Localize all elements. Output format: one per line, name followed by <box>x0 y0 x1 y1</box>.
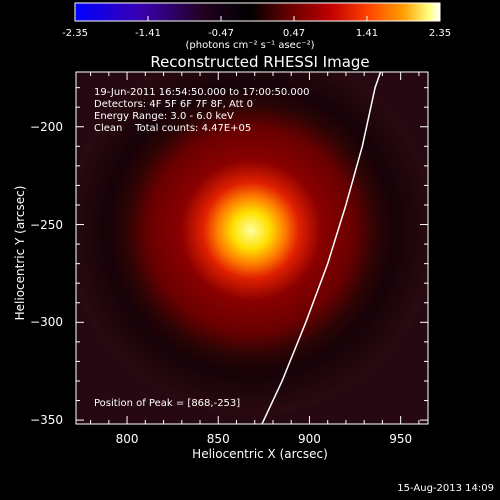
info-line: 19-Jun-2011 16:54:50.000 to 17:00:50.000 <box>94 87 310 98</box>
info-line: Energy Range: 3.0 - 6.0 keV <box>94 111 234 122</box>
solar-limb-curve <box>261 72 382 424</box>
colorbar-tick-label: -1.41 <box>135 28 161 39</box>
footer-date: 15-Aug-2013 14:09 <box>397 483 494 494</box>
info-line: Clean Total counts: 4.47E+05 <box>94 123 252 134</box>
x-axis-label: Heliocentric X (arcsec) <box>192 447 328 461</box>
y-tick-label: −250 <box>30 217 63 232</box>
colorbar-tick-label: 1.41 <box>355 28 379 39</box>
peak-position-text: Position of Peak = [868,-253] <box>94 398 241 409</box>
colorbar-tick-label: 0.47 <box>282 28 306 39</box>
plot-frame <box>75 71 429 425</box>
x-tick-label: 900 <box>297 432 321 446</box>
x-tick-label: 800 <box>115 432 139 446</box>
flare-source <box>76 72 428 416</box>
x-tick-label: 950 <box>389 432 413 446</box>
info-line: Detectors: 4F 5F 6F 7F 8F, Att 0 <box>94 99 254 110</box>
y-tick-label: −200 <box>30 119 63 134</box>
colorbar <box>74 2 441 22</box>
colorbar-tick-label: 2.35 <box>428 28 452 39</box>
y-axis-label: Heliocentric Y (arcsec) <box>13 185 27 321</box>
chart-title: Reconstructed RHESSI Image <box>150 53 370 71</box>
y-tick-label: −300 <box>30 315 63 330</box>
y-tick-label: −350 <box>30 413 63 428</box>
colorbar-tick-label: -2.35 <box>62 28 88 39</box>
colorbar-tick-label: -0.47 <box>208 28 234 39</box>
x-tick-label: 850 <box>206 432 230 446</box>
colorbar-unit-label: (photons cm⁻² s⁻¹ asec⁻²) <box>185 40 315 51</box>
